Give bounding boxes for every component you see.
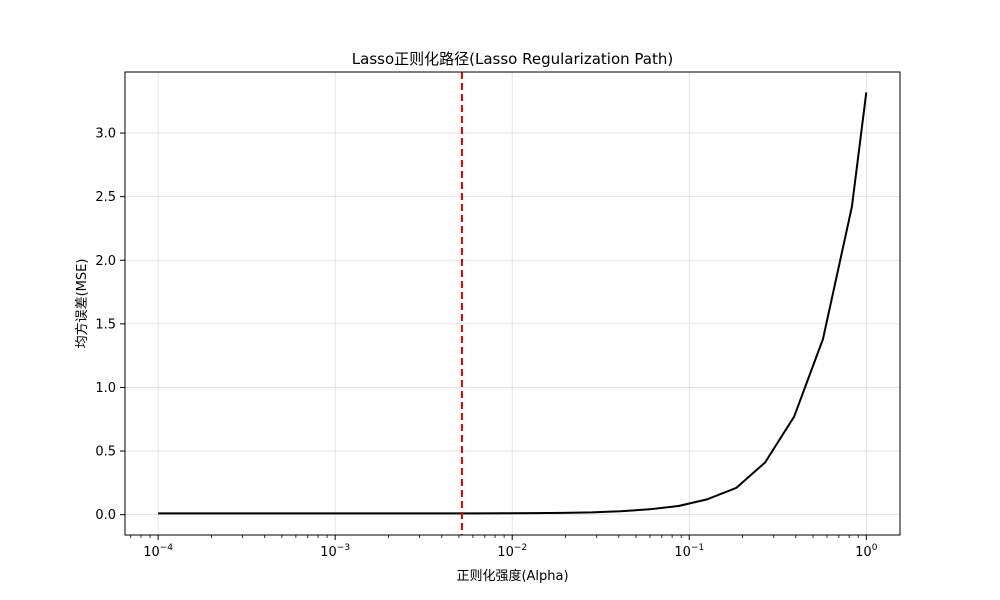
x-tick-label: 10−3 bbox=[320, 543, 350, 560]
y-tick-label: 2.5 bbox=[95, 190, 116, 205]
y-tick-label: 3.0 bbox=[95, 127, 116, 142]
series-layer bbox=[158, 92, 868, 515]
y-tick-label: 2.0 bbox=[95, 254, 116, 269]
series-line bbox=[158, 92, 868, 515]
y-tick-label: 1.0 bbox=[95, 381, 116, 396]
x-axis-title: 正则化强度(Alpha) bbox=[456, 568, 568, 584]
y-tick-label: 0.5 bbox=[95, 445, 116, 460]
y-tick-label: 1.5 bbox=[95, 317, 116, 332]
x-tick-label: 10−2 bbox=[497, 543, 527, 560]
chart-title: Lasso正则化路径(Lasso Regularization Path) bbox=[352, 50, 673, 68]
grid-lines bbox=[125, 72, 900, 535]
y-tick-label: 0.0 bbox=[95, 508, 116, 523]
x-tick-label: 10−4 bbox=[143, 543, 173, 560]
y-axis-title: 均方误差(MSE) bbox=[74, 259, 90, 349]
axis-ticks: 10−4 10−3 10−2 10−1 100 0.0 0.5 1.0 1.5 2.0 2.5 3.0 bbox=[95, 127, 877, 560]
x-tick-label: 100 bbox=[855, 543, 878, 560]
x-tick-label: 10−1 bbox=[674, 543, 704, 560]
